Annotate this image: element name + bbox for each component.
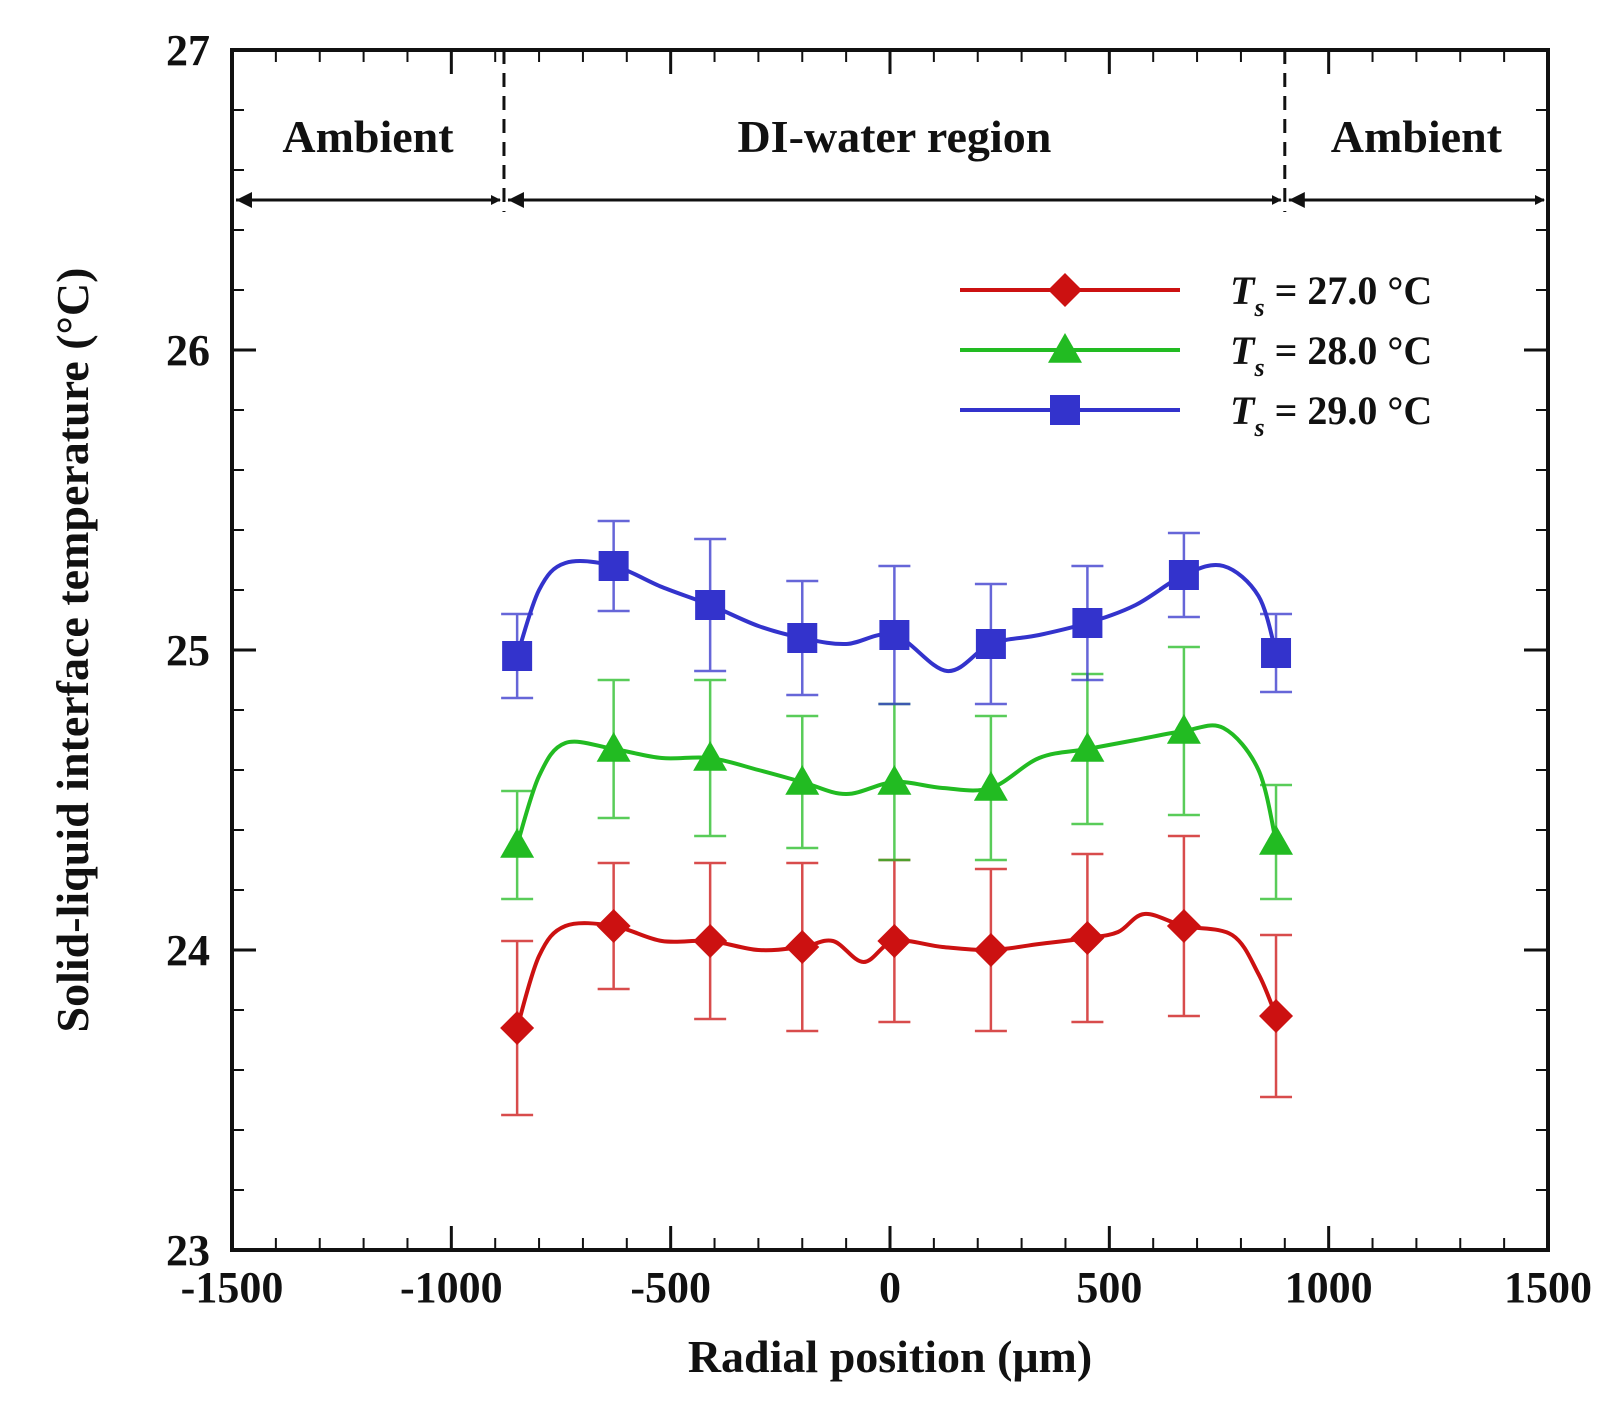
data-point [1070,921,1105,955]
legend-rest: = 28.0 °C [1265,328,1433,373]
region-label: DI-water region [737,111,1051,162]
data-point [877,924,912,958]
legend-item: Ts = 27.0 °C [960,268,1432,322]
legend-label: Ts = 29.0 °C [1230,388,1432,442]
series-1 [500,834,1294,1117]
data-point [973,933,1008,967]
legend-marker [1050,395,1080,425]
data-point [787,623,818,653]
data-point [1072,608,1103,638]
data-point [596,732,631,762]
region-arrow-head [236,192,252,208]
data-point [785,765,820,795]
data-point [1168,560,1199,590]
data-point [1166,714,1201,744]
region-label: Ambient [1331,111,1503,162]
y-tick-label: 26 [166,326,210,375]
legend-subscript: s [1253,353,1264,382]
y-tick-label: 27 [166,26,210,75]
data-point [500,828,535,858]
legend-symbol: T [1230,388,1256,433]
region-label: Ambient [282,111,454,162]
legend-item: Ts = 28.0 °C [960,328,1432,382]
data-point [1166,909,1201,943]
y-tick-label: 25 [166,626,210,675]
data-point [695,590,726,620]
x-axis-title: Radial position (μm) [688,1331,1092,1382]
data-point [1261,638,1292,668]
legend-symbol: T [1230,328,1256,373]
legend-marker [1048,333,1082,363]
legend-symbol: T [1230,268,1256,313]
data-point [598,551,629,581]
x-tick-label: -1500 [181,1263,284,1312]
series-2 [500,645,1294,901]
region-arrow-head [507,192,524,208]
region-arrow-head [1288,192,1305,208]
series-3 [501,519,1293,706]
data-point [975,629,1006,659]
x-tick-label: -500 [630,1263,711,1312]
legend: Ts = 27.0 °CTs = 28.0 °CTs = 29.0 °C [960,268,1432,442]
data-point [500,1011,535,1045]
data-point [973,771,1008,801]
legend-rest: = 27.0 °C [1265,268,1433,313]
data-point [502,641,533,671]
y-axis: 23 24 25 26 27 [166,26,1548,1275]
legend-label: Ts = 27.0 °C [1230,268,1432,322]
legend-subscript: s [1253,413,1264,442]
x-tick-label: 500 [1076,1263,1142,1312]
legend-label: Ts = 28.0 °C [1230,328,1432,382]
data-point [877,765,912,795]
data-point [879,620,910,650]
data-point [1070,732,1105,762]
data-point [1259,999,1294,1033]
legend-marker [1048,273,1082,307]
data-point [693,924,728,958]
legend-subscript: s [1253,293,1264,322]
region-annotations: Ambient DI-water region Ambient [236,50,1545,212]
y-tick-label: 24 [166,926,210,975]
legend-item: Ts = 29.0 °C [960,388,1432,442]
data-point [785,930,820,964]
x-tick-label: 1500 [1504,1263,1592,1312]
series-layer [500,519,1294,1117]
x-axis: -1500 -1000 -500 0 500 1000 1500 [181,50,1592,1312]
y-axis-title: Solid-liquid interface temperature (°C) [47,268,98,1033]
data-point [693,741,728,771]
x-tick-label: 0 [879,1263,901,1312]
data-point [1259,825,1294,855]
series-line [515,559,1278,673]
data-point [596,909,631,943]
y-tick-label: 23 [166,1226,210,1275]
x-tick-label: 1000 [1285,1263,1373,1312]
x-tick-label: -1000 [400,1263,503,1312]
legend-rest: = 29.0 °C [1265,388,1433,433]
